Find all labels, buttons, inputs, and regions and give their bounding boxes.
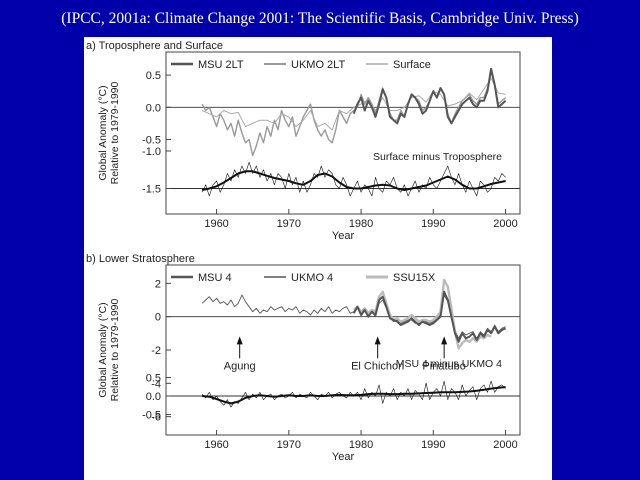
y-axis-label-b: Global Anomaly (°C) xyxy=(97,302,109,397)
legend-entry: Surface xyxy=(393,59,431,71)
caption: (IPCC, 2001a: Climate Change 2001: The S… xyxy=(61,10,579,27)
x-tick-label: 1960 xyxy=(204,439,228,451)
x-tick-label: 1960 xyxy=(204,218,228,230)
legend-entry: MSU 4 xyxy=(198,272,232,284)
y-tick-label: -4 xyxy=(151,378,161,390)
series-line-msu-4-minus-ukmo-4 xyxy=(201,380,506,408)
x-tick-label: 2000 xyxy=(493,439,517,451)
sub-y-tick-label: -1.0 xyxy=(142,146,161,158)
sub-plot-label-a: Surface minus Troposphere xyxy=(373,151,502,163)
x-tick-label: 1980 xyxy=(349,218,373,230)
y-tick-label: 0 xyxy=(155,312,161,324)
sub-y-tick-label: -1.5 xyxy=(142,184,161,196)
series-line-ukmo-2lt xyxy=(201,71,507,157)
y-axis-label-a: Global Anomaly (°C) xyxy=(97,85,109,180)
legend-entry: SSU15X xyxy=(393,272,436,284)
figure-panel: a) Troposphere and Surface 1960 1970 1980 19… xyxy=(84,37,552,480)
series-line-surface-minus-troposphere-smoothed- xyxy=(201,170,506,191)
sub-y-tick-label: 0.0 xyxy=(146,391,161,403)
annotation-label: Pinatubo xyxy=(422,360,465,372)
legend-entry: UKMO 2LT xyxy=(291,59,345,71)
sub-y-tick-label: -0.5 xyxy=(142,410,161,422)
figure-svg: a) Troposphere and Surface 1960 1970 1980 19… xyxy=(86,40,521,463)
plot-frame-a xyxy=(165,51,521,215)
series-line-msu-4 xyxy=(352,290,507,343)
annotation-arrow-head xyxy=(374,336,381,345)
y-tick-label: 0.0 xyxy=(146,102,161,114)
x-tick-label: 1990 xyxy=(421,439,445,451)
y-axis-label-a-line2: Relative to 1979-1990 xyxy=(109,81,121,184)
series-line-msu-4-minus-ukmo-4-smoothed- xyxy=(202,386,506,405)
annotation-label: El Chichon xyxy=(351,360,404,372)
y-tick-label: 2 xyxy=(155,278,161,290)
x-tick-label: 2000 xyxy=(493,218,517,230)
y-tick-label: -6 xyxy=(151,412,161,424)
legend-entry: UKMO 4 xyxy=(291,272,333,284)
x-tick-label: 1990 xyxy=(421,218,445,230)
series-line-surface xyxy=(201,77,506,131)
y-tick-label: -0.5 xyxy=(142,134,161,146)
panel-title-a: a) Troposphere and Surface xyxy=(86,40,223,52)
plot-frame-b xyxy=(165,264,521,436)
x-axis-label-b: Year xyxy=(332,451,355,463)
x-tick-label: 1970 xyxy=(277,218,301,230)
annotation-arrow-head xyxy=(441,336,448,345)
y-tick-label: 0.5 xyxy=(146,70,161,82)
series-line-surface-minus-troposphere xyxy=(201,161,506,197)
legend-entry: MSU 2LT xyxy=(198,59,244,71)
y-axis-label-b-line2: Relative to 1979-1990 xyxy=(109,298,121,401)
series-line-msu-2lt xyxy=(352,67,507,125)
x-axis-label-a: Year xyxy=(332,230,355,242)
sub-y-tick-label: 0.5 xyxy=(146,372,161,384)
x-tick-label: 1980 xyxy=(349,439,373,451)
annotation-arrow-head xyxy=(236,336,243,345)
sub-plot-label-b: MSU 4 minus UKMO 4 xyxy=(396,358,502,370)
x-tick-label: 1970 xyxy=(277,439,301,451)
panel-title-b: b) Lower Stratosphere xyxy=(86,253,195,265)
y-tick-label: -2 xyxy=(151,345,161,357)
annotation-label: Agung xyxy=(224,360,256,372)
